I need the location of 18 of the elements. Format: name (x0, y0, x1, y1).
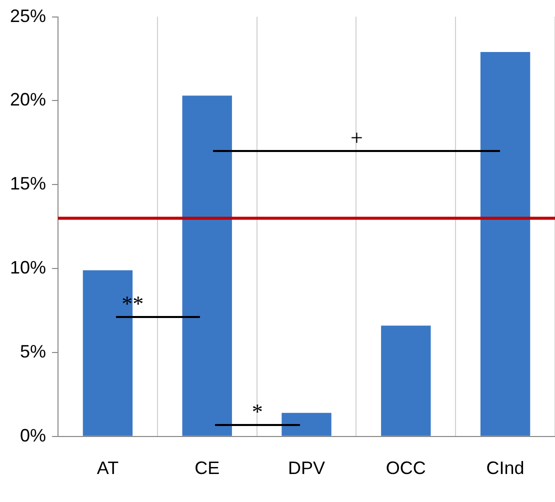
x-tick-label: CE (194, 458, 220, 478)
y-tick-label: 10% (10, 258, 46, 278)
bar (480, 52, 530, 436)
y-tick-label: 20% (10, 90, 46, 110)
annotation: ** (120, 291, 145, 316)
x-tick-label: OCC (386, 458, 426, 478)
annotation: + (349, 125, 364, 150)
annotation: * (250, 398, 264, 424)
x-tick-label: DPV (288, 458, 326, 478)
y-tick-label: 0% (20, 425, 46, 446)
bar (182, 96, 232, 436)
bar (282, 412, 332, 436)
x-tick-label: AT (96, 458, 119, 478)
y-tick-label: 15% (10, 174, 46, 194)
y-tick-label: 5% (20, 341, 46, 362)
x-tick-label: CInd (486, 458, 524, 478)
bar (381, 326, 431, 436)
y-tick-label: 25% (10, 6, 46, 26)
